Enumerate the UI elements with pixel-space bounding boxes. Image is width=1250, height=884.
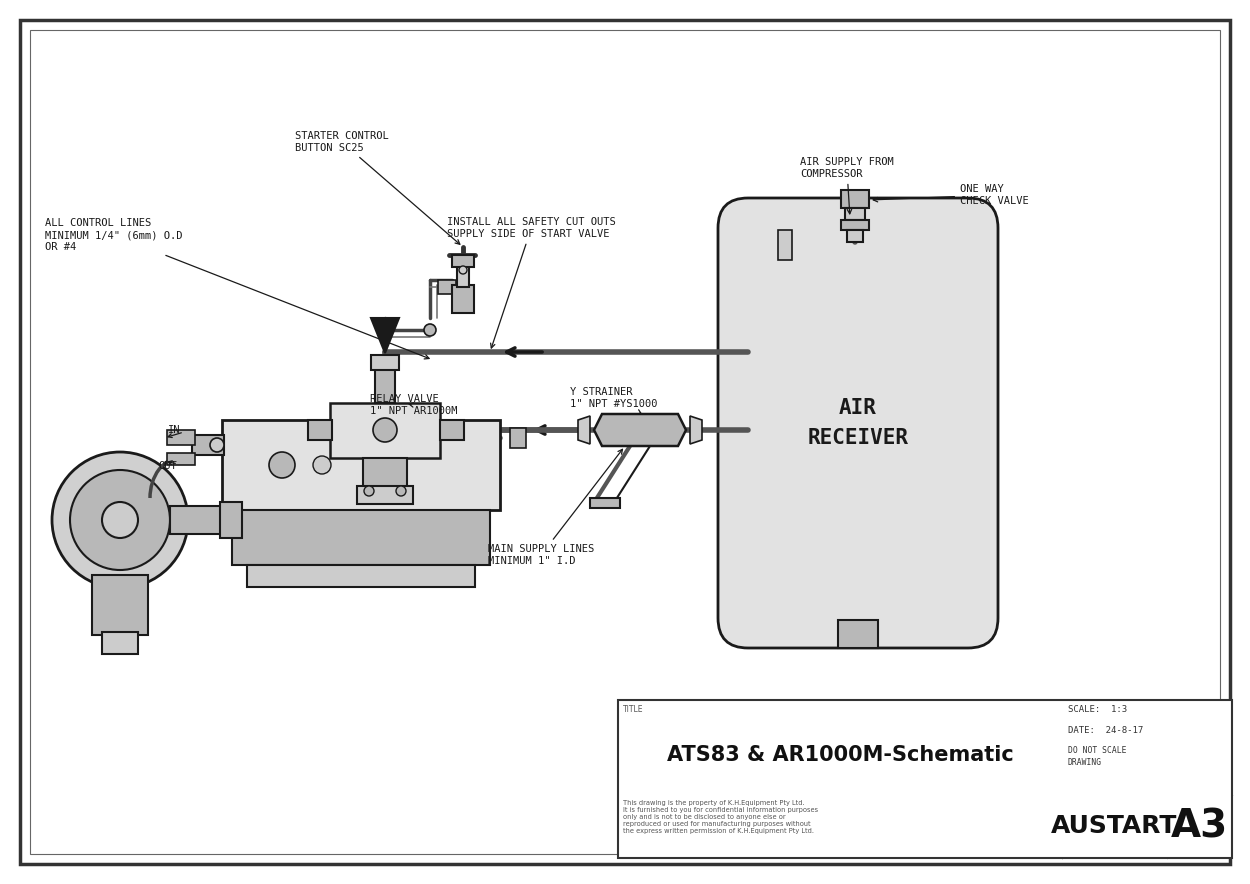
Bar xyxy=(232,510,490,565)
Circle shape xyxy=(364,486,374,496)
Bar xyxy=(458,265,469,287)
Text: Y STRAINER
1" NPT #YS1000: Y STRAINER 1" NPT #YS1000 xyxy=(570,387,658,414)
Bar xyxy=(248,565,475,587)
Text: AUSTART: AUSTART xyxy=(1051,814,1178,838)
Circle shape xyxy=(312,456,331,474)
Bar xyxy=(838,620,877,648)
Bar xyxy=(848,230,862,242)
Bar xyxy=(440,420,464,440)
Bar xyxy=(220,502,243,538)
Bar xyxy=(452,285,474,313)
Bar xyxy=(168,453,195,465)
Circle shape xyxy=(372,418,398,442)
Text: RELAY VALVE
1" NPT AR1000M: RELAY VALVE 1" NPT AR1000M xyxy=(370,394,458,415)
Text: MAIN SUPPLY LINES
MINIMUM 1" I.D: MAIN SUPPLY LINES MINIMUM 1" I.D xyxy=(488,449,622,566)
Circle shape xyxy=(70,470,170,570)
Bar xyxy=(92,575,148,635)
Bar xyxy=(510,428,526,448)
Text: ONE WAY
CHECK VALVE: ONE WAY CHECK VALVE xyxy=(874,184,1029,206)
Polygon shape xyxy=(594,414,686,446)
Circle shape xyxy=(459,266,468,274)
FancyBboxPatch shape xyxy=(718,198,998,648)
Bar xyxy=(590,498,620,508)
Text: AIR
RECEIVER: AIR RECEIVER xyxy=(808,398,909,448)
Bar xyxy=(357,486,412,504)
Text: DO NOT SCALE
DRAWING: DO NOT SCALE DRAWING xyxy=(1068,746,1126,766)
Text: A3: A3 xyxy=(1170,807,1228,845)
Bar xyxy=(371,355,399,370)
Bar xyxy=(222,420,500,510)
Bar xyxy=(192,435,224,455)
Bar xyxy=(362,458,408,488)
Bar xyxy=(841,220,869,230)
Circle shape xyxy=(424,324,436,336)
Bar xyxy=(375,368,395,403)
Bar xyxy=(438,280,456,294)
Circle shape xyxy=(52,452,187,588)
Text: OUT: OUT xyxy=(158,461,176,471)
Bar xyxy=(618,700,1232,858)
Text: INSTALL ALL SAFETY CUT OUTS
SUPPLY SIDE OF START VALVE: INSTALL ALL SAFETY CUT OUTS SUPPLY SIDE … xyxy=(448,217,616,348)
Bar xyxy=(308,420,332,440)
Circle shape xyxy=(396,486,406,496)
Text: ALL CONTROL LINES
MINIMUM 1/4" (6mm) O.D
OR #4: ALL CONTROL LINES MINIMUM 1/4" (6mm) O.D… xyxy=(45,218,429,359)
Text: ATS83 & AR1000M-Schematic: ATS83 & AR1000M-Schematic xyxy=(666,745,1014,765)
Bar xyxy=(330,403,440,458)
Bar xyxy=(102,632,138,654)
Circle shape xyxy=(210,438,224,452)
Bar xyxy=(841,190,869,208)
Text: This drawing is the property of K.H.Equipment Pty Ltd.
It is furnished to you fo: This drawing is the property of K.H.Equi… xyxy=(622,800,819,834)
Text: STARTER CONTROL
BUTTON SC25: STARTER CONTROL BUTTON SC25 xyxy=(295,131,460,244)
Bar xyxy=(168,430,195,445)
Bar xyxy=(452,255,474,267)
Circle shape xyxy=(269,452,295,478)
Polygon shape xyxy=(578,416,590,444)
Bar xyxy=(778,230,792,260)
Text: TITLE: TITLE xyxy=(622,705,644,714)
Bar xyxy=(845,208,865,220)
Text: SCALE:  1:3: SCALE: 1:3 xyxy=(1068,705,1128,714)
Text: AIR SUPPLY FROM
COMPRESSOR: AIR SUPPLY FROM COMPRESSOR xyxy=(800,157,894,214)
Polygon shape xyxy=(371,318,399,353)
Circle shape xyxy=(102,502,138,538)
Text: IN: IN xyxy=(168,425,180,435)
Polygon shape xyxy=(690,416,703,444)
Bar xyxy=(170,506,222,534)
Text: DATE:  24-8-17: DATE: 24-8-17 xyxy=(1068,726,1144,735)
